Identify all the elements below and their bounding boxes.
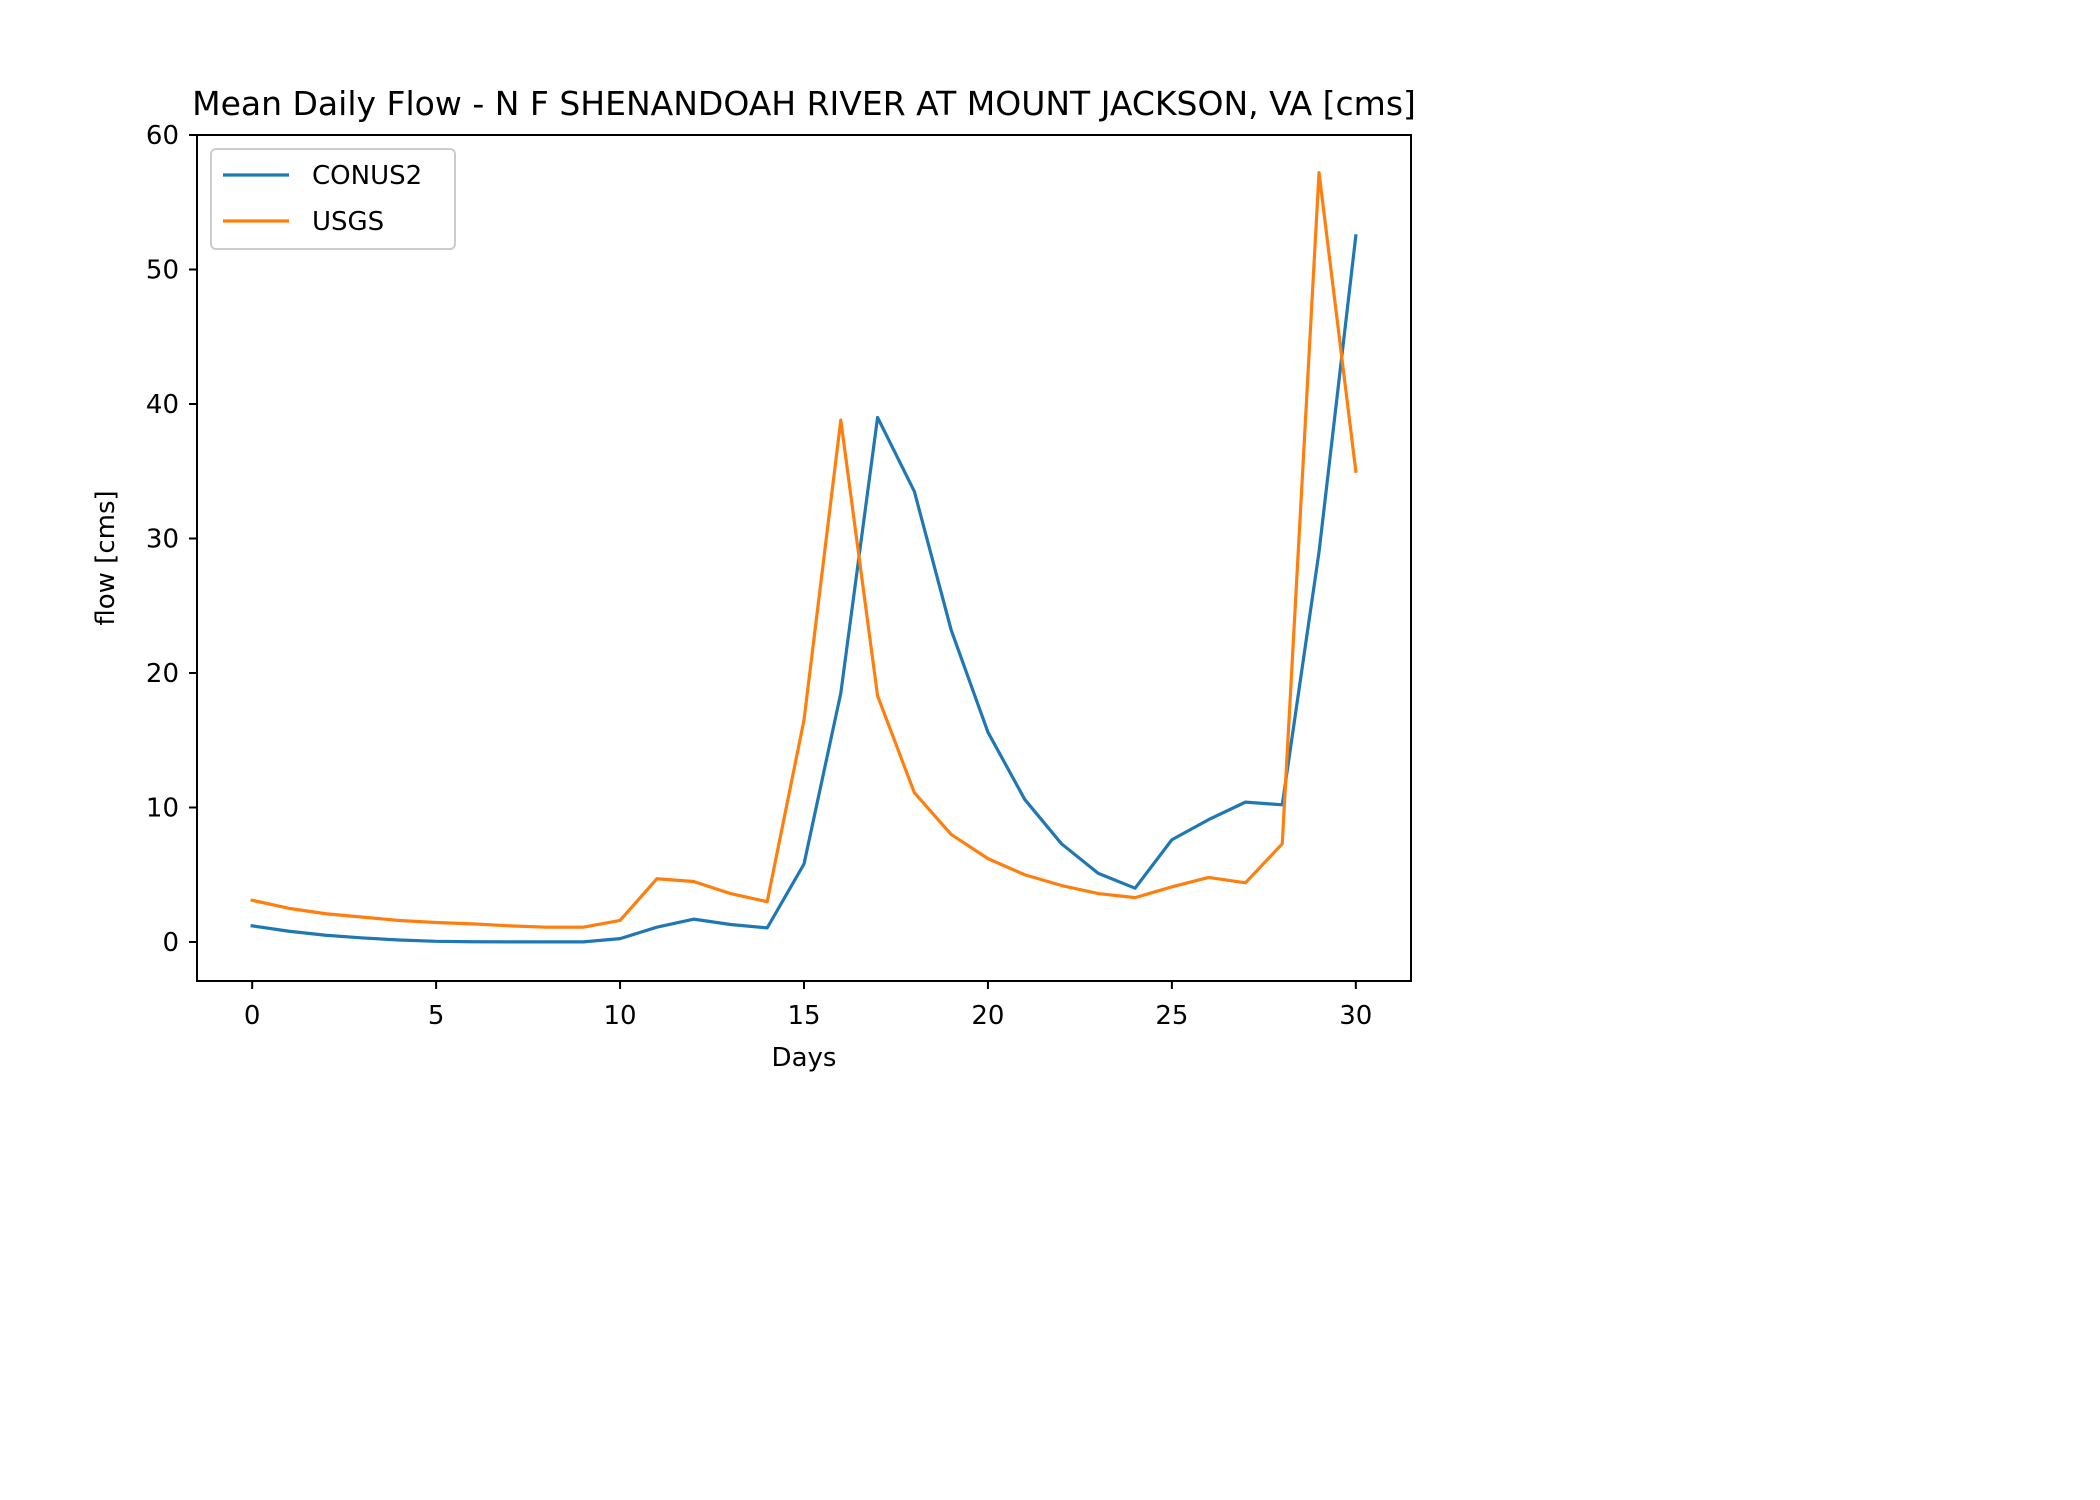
y-tick-label: 0 [162,928,179,958]
x-tick-label: 20 [971,1001,1004,1031]
y-tick-label: 40 [146,390,179,420]
x-tick-label: 10 [604,1001,637,1031]
y-tick-label: 60 [146,121,179,151]
x-tick-label: 25 [1155,1001,1188,1031]
series-line-conus2 [250,234,1358,944]
legend: CONUS2 USGS [210,148,456,250]
chart-title: Mean Daily Flow - N F SHENANDOAH RIVER A… [192,84,1416,123]
legend-label: CONUS2 [312,161,422,191]
y-tick-label: 20 [146,659,179,689]
y-tick-label: 30 [146,524,179,554]
y-tick-label: 10 [146,793,179,823]
axis-ticks: 0 5 10 15 20 25 30 0 10 20 30 40 50 60 [146,121,1372,1031]
series-line-usgs [250,171,1358,929]
plot-frame [196,134,1412,982]
x-tick-label: 0 [244,1001,261,1031]
y-tick-label: 50 [146,255,179,285]
x-tick-label: 30 [1339,1001,1372,1031]
x-axis-label: Days [772,1043,837,1073]
legend-label: USGS [312,207,384,237]
x-tick-label: 15 [787,1001,820,1031]
y-axis-label: flow [cms] [91,490,121,625]
chart-figure: Mean Daily Flow - N F SHENANDOAH RIVER A… [91,84,1416,1073]
line-chart: Mean Daily Flow - N F SHENANDOAH RIVER A… [91,84,1416,1073]
plot-area [250,171,1358,944]
x-tick-label: 5 [428,1001,445,1031]
